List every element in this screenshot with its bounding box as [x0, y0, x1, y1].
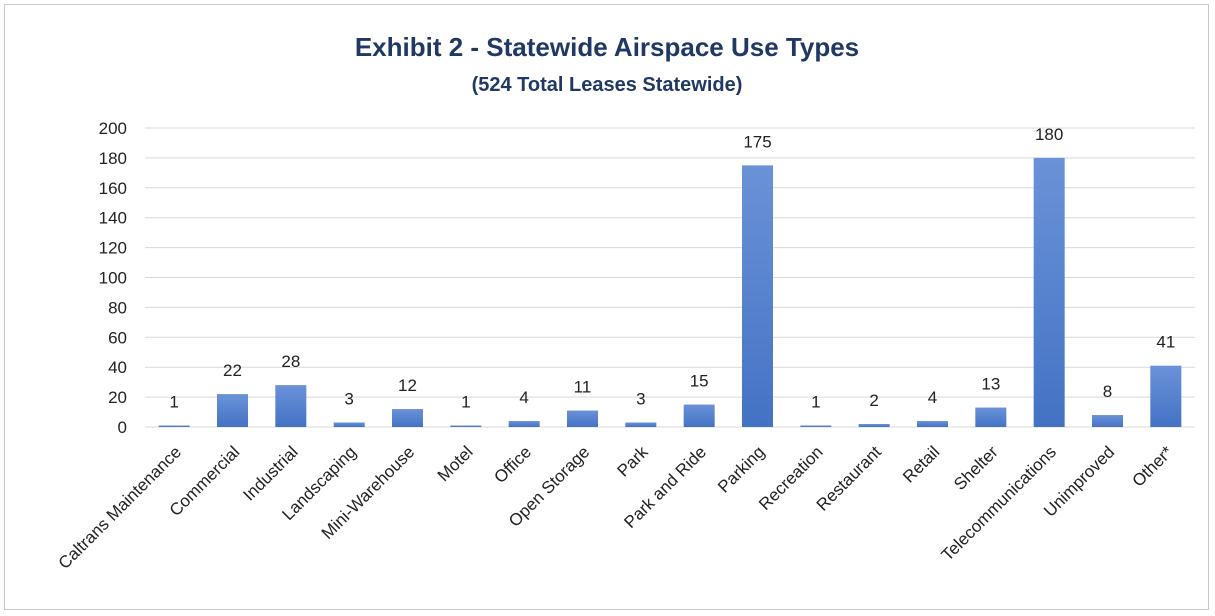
chart-subtitle: (524 Total Leases Statewide): [472, 74, 743, 96]
bar: [917, 421, 948, 427]
data-label: 41: [1156, 333, 1175, 352]
bar: [800, 425, 832, 427]
bar: [1033, 157, 1065, 427]
chart-title: Exhibit 2 - Statewide Airspace Use Types: [355, 32, 859, 62]
data-label: 12: [398, 376, 417, 395]
data-label: 180: [1035, 125, 1063, 144]
bar: [742, 165, 773, 427]
x-tick-label: Park: [614, 442, 653, 481]
y-tick-label: 40: [108, 358, 127, 377]
y-tick-label: 100: [99, 269, 127, 288]
data-label: 11: [574, 378, 592, 397]
data-label: 175: [743, 132, 771, 151]
data-label: 4: [928, 388, 937, 407]
bar: [625, 422, 657, 427]
x-tick-label: Retail: [899, 442, 943, 486]
bar: [158, 425, 190, 427]
data-label: 3: [344, 390, 353, 409]
bar: [567, 410, 598, 427]
y-tick-label: 60: [108, 328, 127, 347]
gridlines: [145, 127, 1195, 428]
y-tick-label: 160: [99, 179, 127, 198]
bar: [275, 385, 307, 427]
data-label: 1: [169, 393, 178, 412]
data-label: 15: [690, 372, 709, 391]
x-tick-label: Telecommunications: [938, 442, 1060, 564]
data-label: 1: [811, 393, 820, 412]
bar: [858, 424, 890, 427]
x-tick-label: Office: [490, 442, 535, 487]
data-label: 4: [519, 388, 528, 407]
data-label: 1: [461, 393, 470, 412]
data-label: 28: [281, 352, 300, 371]
bar: [508, 421, 540, 427]
y-tick-label: 180: [99, 149, 127, 168]
data-label: 13: [981, 375, 1000, 394]
bar: [450, 425, 482, 427]
y-tick-label: 140: [99, 209, 127, 228]
x-tick-label: Motel: [434, 442, 477, 485]
x-tick-label: Other*: [1128, 442, 1176, 490]
x-tick-label: Parking: [714, 442, 768, 496]
y-tick-label: 20: [108, 388, 127, 407]
y-tick-label: 80: [108, 298, 127, 317]
bar-chart: Exhibit 2 - Statewide Airspace Use Types…: [55, 32, 1195, 573]
y-tick-label: 0: [118, 418, 127, 437]
data-label: 2: [869, 391, 878, 410]
bar: [333, 422, 365, 427]
bar: [392, 409, 423, 427]
data-label: 22: [223, 361, 242, 380]
bar: [975, 407, 1007, 427]
x-axis-ticks: Caltrans MaintenanceCommercialIndustrial…: [55, 442, 1177, 573]
y-tick-label: 120: [99, 239, 127, 258]
chart-frame: Exhibit 2 - Statewide Airspace Use Types…: [4, 4, 1209, 610]
data-label: 8: [1103, 382, 1112, 401]
y-axis-ticks: 0 20 40 60 80 100 120 140 160 180 200: [99, 119, 127, 437]
x-tick-label: Shelter: [950, 442, 1002, 494]
bars: [158, 157, 1182, 427]
bar: [683, 404, 715, 427]
bar: [1150, 365, 1182, 427]
y-tick-label: 200: [99, 119, 127, 138]
bar: [1092, 415, 1123, 427]
data-label: 3: [636, 390, 645, 409]
bar: [217, 394, 248, 427]
